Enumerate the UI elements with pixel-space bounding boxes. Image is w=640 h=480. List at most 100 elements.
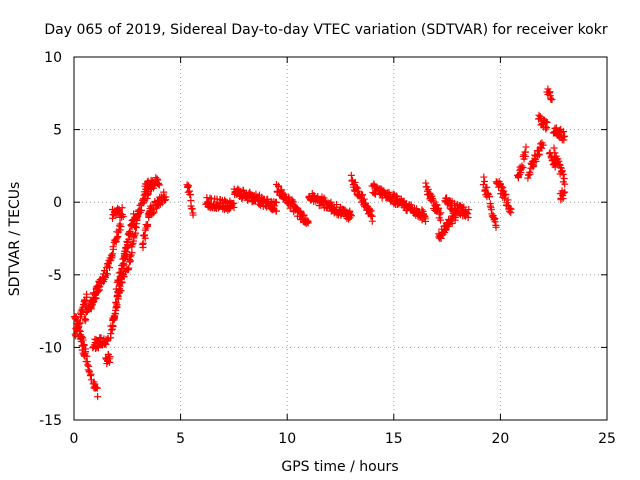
data-point: [139, 239, 147, 247]
data-point: [561, 180, 569, 188]
data-point: [559, 170, 567, 178]
data-point: [162, 193, 170, 201]
data-point: [119, 213, 127, 221]
data-point: [518, 162, 526, 170]
data-point: [126, 257, 134, 265]
data-point: [320, 196, 328, 204]
data-point: [137, 206, 145, 214]
data-point: [522, 143, 530, 151]
data-point: [507, 205, 515, 213]
data-point: [186, 191, 194, 199]
data-point: [501, 194, 509, 202]
data-point: [149, 210, 157, 218]
data-point: [532, 157, 540, 165]
data-point: [115, 222, 123, 230]
data-point: [558, 167, 566, 175]
data-point: [117, 268, 125, 276]
y-tick-label: -5: [48, 268, 62, 284]
data-point: [93, 384, 101, 392]
data-point: [150, 208, 158, 216]
data-point: [561, 132, 569, 140]
data-points: [70, 85, 569, 401]
data-point: [125, 264, 133, 272]
data-point: [115, 269, 123, 277]
data-point: [114, 288, 122, 296]
data-point: [144, 221, 152, 229]
data-point: [521, 152, 529, 160]
data-point: [160, 188, 168, 196]
data-point: [94, 344, 102, 352]
data-point: [185, 182, 193, 190]
data-point: [499, 184, 507, 192]
data-point: [112, 310, 120, 318]
data-point: [108, 326, 116, 334]
data-point: [543, 118, 551, 126]
y-tick-label: 0: [53, 195, 62, 211]
data-point: [539, 141, 547, 149]
data-point: [418, 216, 426, 224]
data-point: [73, 326, 81, 334]
chart-title: Day 065 of 2019, Sidereal Day-to-day VTE…: [44, 22, 607, 38]
axis-ticks: 0 5 10 15 20 25 -15 -10 -5 0 5 10: [39, 50, 616, 447]
data-point: [481, 177, 489, 185]
data-point: [442, 226, 450, 234]
grid-lines: [74, 57, 607, 420]
data-point: [519, 164, 527, 172]
data-point: [437, 209, 445, 217]
data-point: [82, 315, 90, 323]
data-point: [94, 393, 102, 401]
data-point: [530, 162, 538, 170]
data-point: [561, 188, 569, 196]
data-point: [333, 201, 341, 209]
y-tick-label: -10: [39, 340, 62, 356]
data-point: [85, 367, 93, 375]
data-point: [548, 96, 556, 104]
data-point: [113, 301, 121, 309]
data-point: [103, 270, 111, 278]
data-point: [155, 181, 163, 189]
data-point: [82, 348, 90, 356]
x-tick-label: 20: [491, 431, 509, 447]
data-point: [83, 293, 91, 301]
data-point: [463, 209, 471, 217]
data-point: [272, 198, 280, 206]
data-point: [84, 361, 92, 369]
data-point: [132, 229, 140, 237]
data-point: [560, 136, 568, 144]
data-point: [346, 211, 354, 219]
data-point: [368, 217, 376, 225]
data-point: [80, 341, 88, 349]
data-point: [116, 226, 124, 234]
data-point: [123, 248, 131, 256]
data-point: [504, 196, 512, 204]
data-point: [113, 234, 121, 242]
data-point: [130, 223, 138, 231]
data-point: [189, 211, 197, 219]
data-point: [359, 191, 367, 199]
data-point: [421, 217, 429, 225]
x-tick-label: 5: [176, 431, 185, 447]
x-tick-label: 25: [598, 431, 616, 447]
data-point: [464, 213, 472, 221]
x-axis-label: GPS time / hours: [281, 459, 398, 475]
data-point: [118, 204, 126, 212]
data-point: [346, 207, 354, 215]
x-tick-label: 15: [385, 431, 403, 447]
data-point: [535, 151, 543, 159]
data-point: [115, 277, 123, 285]
data-point: [502, 190, 510, 198]
data-point: [204, 199, 212, 207]
data-point: [485, 192, 493, 200]
data-point: [106, 264, 114, 272]
data-point: [109, 245, 117, 253]
data-point: [141, 231, 149, 239]
data-point: [160, 196, 168, 204]
data-point: [551, 149, 559, 157]
data-point: [275, 182, 283, 190]
data-point: [112, 302, 120, 310]
data-point: [393, 192, 401, 200]
data-point: [351, 178, 359, 186]
y-tick-label: 5: [53, 123, 62, 139]
data-point: [435, 204, 443, 212]
